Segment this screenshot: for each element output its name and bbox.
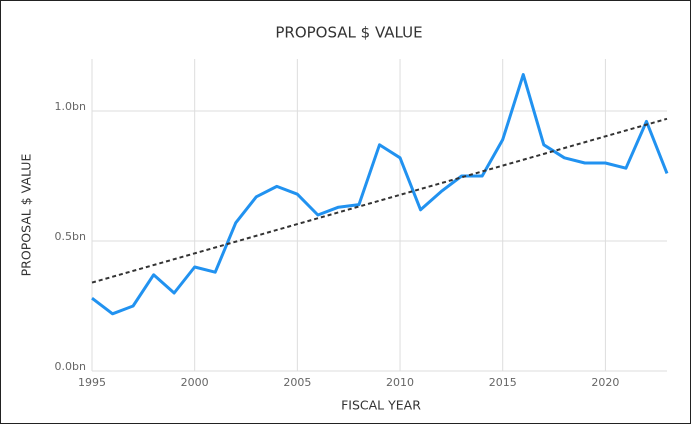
x-tick-label: 2005 [283,376,311,389]
y-tick-label: 0.0bn [55,360,86,373]
x-tick-label: 2020 [591,376,619,389]
x-tick-label: 2015 [489,376,517,389]
x-tick-label: 2000 [181,376,209,389]
x-tick-label: 2010 [386,376,414,389]
trend-line [91,117,668,284]
x-tick-label: 1995 [78,376,106,389]
y-axis-title: PROPOSAL $ VALUE [19,154,34,277]
y-tick-label: 0.5bn [55,230,86,243]
x-axis-title: FISCAL YEAR [341,398,421,413]
chart-title: PROPOSAL $ VALUE [275,24,422,42]
data-line [91,73,669,316]
y-tick-label: 1.0bn [55,100,86,113]
